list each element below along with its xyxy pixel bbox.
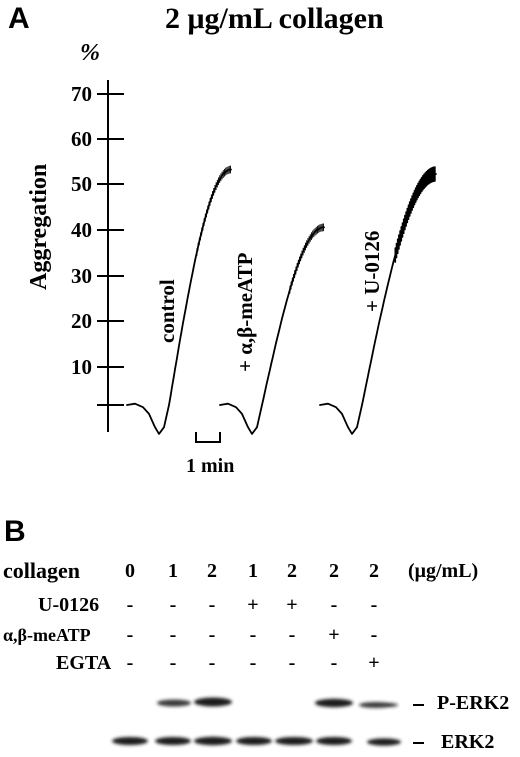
erk2-band <box>155 737 191 745</box>
row-label-egta: EGTA <box>56 652 112 674</box>
collagen-value: 0 <box>125 560 135 582</box>
row-label-u0126: U-0126 <box>38 594 100 616</box>
y-tick-label: 20 <box>71 309 92 333</box>
meatp-value: - <box>208 624 216 646</box>
erk2-band <box>275 737 313 745</box>
erk2-band <box>367 738 401 746</box>
aggregation-trace-plot <box>97 80 437 443</box>
row-label-meatp: α,β-meATP <box>3 625 91 645</box>
perk2-band <box>359 702 393 708</box>
egta-value: - <box>288 652 296 674</box>
meatp-value: + <box>328 624 340 646</box>
panel-b-letter: B <box>4 515 26 548</box>
time-scale-bar <box>195 432 221 443</box>
egta-value: - <box>330 652 338 674</box>
collagen-value: 1 <box>168 560 178 582</box>
u0126-value: - <box>370 594 378 616</box>
u0126-value: - <box>126 594 134 616</box>
y-tick-label: 60 <box>71 127 92 151</box>
meatp-value: - <box>169 624 177 646</box>
u0126-value: - <box>330 594 338 616</box>
y-tick-label: 10 <box>71 355 92 379</box>
y-tick-label: 50 <box>71 172 92 196</box>
egta-value: + <box>368 652 380 674</box>
panel-a-letter: A <box>8 2 30 35</box>
y-unit-label: % <box>80 40 100 66</box>
time-scale-label: 1 min <box>186 455 235 477</box>
egta-value: - <box>126 652 134 674</box>
erk2-band <box>236 737 272 745</box>
egta-value: - <box>208 652 216 674</box>
band-label-perk2: P-ERK2 <box>437 692 510 714</box>
y-tick-label: 30 <box>71 264 92 288</box>
meatp-value: - <box>288 624 296 646</box>
collagen-value: 2 <box>207 560 217 582</box>
egta-value: - <box>249 652 257 674</box>
panel-a-title: 2 μg/mL collagen <box>165 2 384 35</box>
collagen-value: 2 <box>369 560 379 582</box>
erk2-band <box>112 737 148 745</box>
row-label-collagen: collagen <box>3 558 80 583</box>
u0126-value: + <box>286 594 298 616</box>
collagen-unit: (μg/mL) <box>408 560 479 582</box>
erk2-band <box>194 736 232 746</box>
meatp-value: - <box>249 624 257 646</box>
egta-value: - <box>169 652 177 674</box>
perk2-band <box>194 697 232 707</box>
collagen-value: 1 <box>248 560 258 582</box>
y-tick-label: 70 <box>71 82 92 106</box>
trace-noise <box>196 165 231 257</box>
u0126-value: - <box>208 594 216 616</box>
u0126-value: + <box>247 594 259 616</box>
meatp-value: - <box>370 624 378 646</box>
collagen-value: 2 <box>329 560 339 582</box>
trace-noise <box>394 166 436 263</box>
u0126-value: - <box>169 594 177 616</box>
y-tick-label: 40 <box>71 218 92 242</box>
collagen-value: 2 <box>287 560 297 582</box>
trace-noise <box>289 223 324 294</box>
erk2-band <box>316 737 352 745</box>
perk2-band <box>386 703 398 707</box>
perk2-band <box>315 698 353 708</box>
meatp-value: - <box>126 624 134 646</box>
band-label-erk2: ERK2 <box>441 731 495 753</box>
perk2-band <box>157 699 191 707</box>
